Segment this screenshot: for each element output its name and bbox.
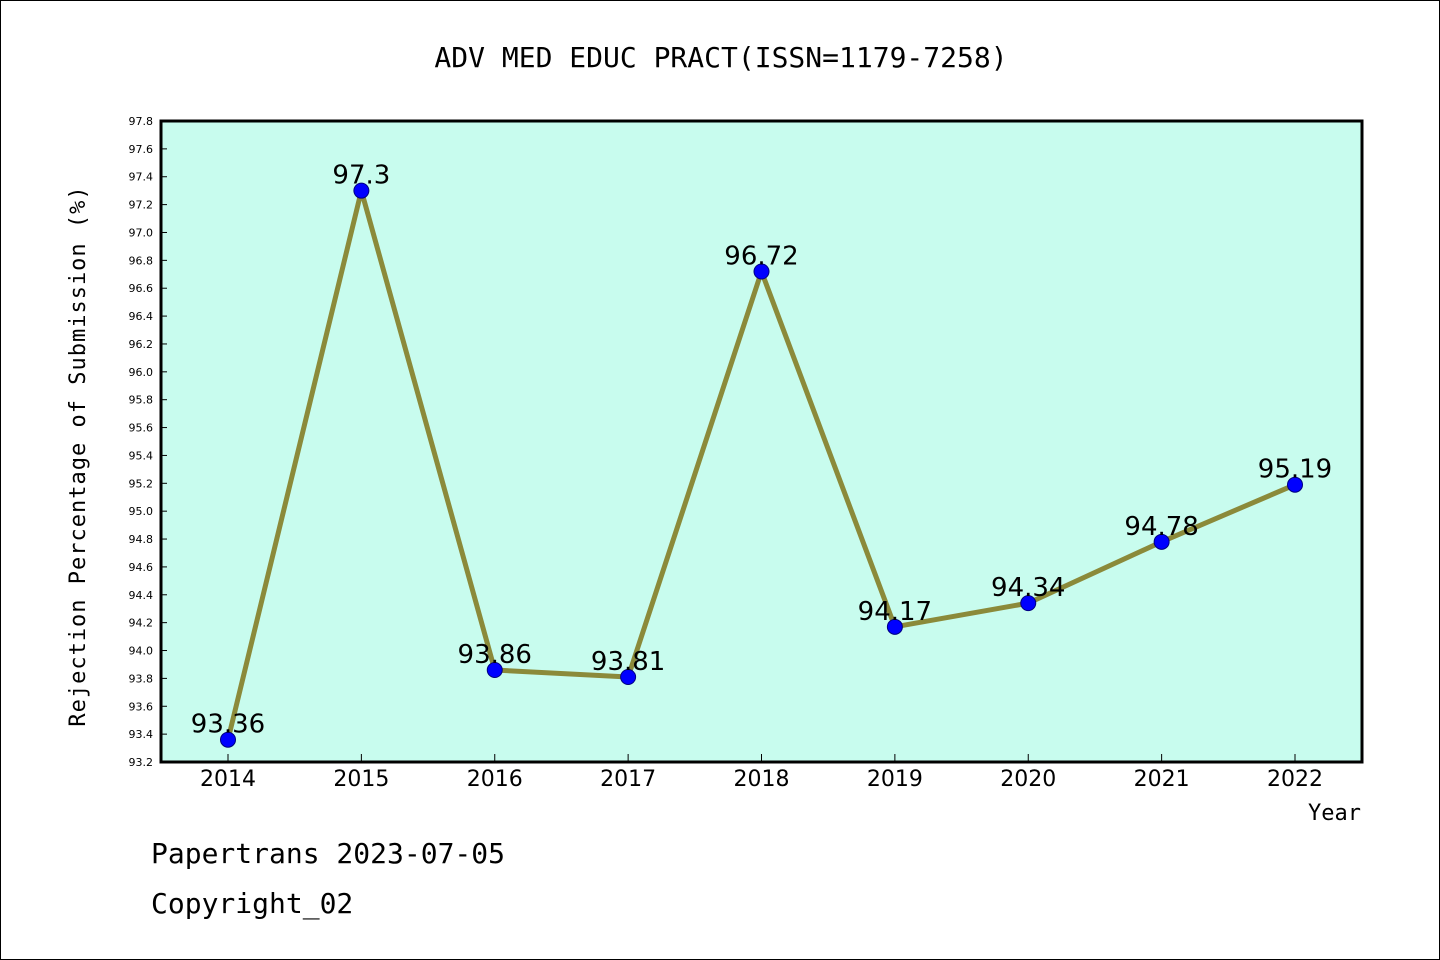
x-axis: 2014 2015 2016 2017 2018 2019 2020 2021 2022	[200, 754, 1323, 792]
y-axis-label: Rejection Percentage of Submission (%)	[66, 185, 91, 726]
data-label: 97.3	[332, 161, 390, 191]
y-tick-label: 95.2	[129, 477, 154, 490]
y-axis: 93.2 93.4 93.6 93.8 94.0 94.2 94.4 94.6 94.8 95.0…	[129, 115, 167, 769]
y-tick-label: 95.0	[129, 505, 154, 518]
data-point	[353, 182, 370, 199]
data-label: 93.36	[191, 710, 265, 740]
y-tick-label: 97.2	[129, 199, 154, 212]
data-label: 96.72	[724, 241, 798, 271]
x-tick-label: 2017	[600, 767, 656, 792]
y-tick-label: 96.2	[129, 338, 154, 351]
data-point	[886, 618, 903, 635]
y-tick-label: 97.6	[129, 143, 154, 156]
y-tick-label: 94.2	[129, 617, 154, 630]
y-tick-label: 97.4	[129, 171, 154, 184]
data-label: 94.17	[858, 597, 932, 627]
y-tick-label: 95.8	[129, 394, 154, 407]
y-tick-label: 97.8	[129, 115, 154, 128]
chart-title: ADV MED EDUC PRACT(ISSN=1179-7258)	[434, 41, 1007, 74]
data-label: 94.34	[991, 573, 1065, 603]
y-tick-label: 93.2	[129, 756, 154, 769]
y-tick-label: 94.8	[129, 533, 154, 546]
data-point	[1287, 476, 1303, 493]
footer-date: Papertrans 2023-07-05	[151, 837, 506, 870]
y-tick-label: 94.0	[129, 645, 154, 658]
y-tick-label: 97.0	[129, 226, 154, 239]
series	[220, 182, 1303, 748]
data-point	[753, 263, 770, 280]
data-point	[1020, 595, 1037, 612]
y-tick-label: 95.4	[129, 449, 154, 462]
x-tick-label: 2016	[467, 767, 523, 792]
data-label: 95.19	[1258, 455, 1332, 485]
x-tick-label: 2018	[734, 767, 790, 792]
data-point	[220, 731, 236, 748]
data-point	[1153, 533, 1170, 550]
data-label: 93.86	[458, 640, 532, 670]
x-tick-label: 2020	[1000, 767, 1056, 792]
y-tick-label: 93.6	[129, 700, 154, 713]
y-tick-label: 96.6	[129, 282, 154, 295]
x-tick-label: 2021	[1134, 767, 1190, 792]
y-tick-label: 94.6	[129, 561, 154, 574]
data-point	[486, 662, 503, 679]
y-tick-label: 95.6	[129, 422, 154, 435]
data-point	[620, 668, 637, 685]
y-tick-label: 93.4	[129, 728, 154, 741]
y-tick-label: 96.4	[129, 310, 154, 323]
x-tick-label: 2014	[200, 767, 256, 792]
x-tick-label: 2019	[867, 767, 923, 792]
y-tick-label: 94.4	[129, 589, 154, 602]
data-label: 93.81	[591, 647, 665, 677]
data-labels: 93.36 97.3 93.86 93.81 96.72 94.17 94.34 94.78 9…	[191, 161, 1332, 740]
plot-area	[159, 119, 1364, 764]
x-axis-label: Year	[1308, 801, 1361, 826]
x-tick-label: 2015	[333, 767, 389, 792]
footer-copyright: Copyright_02	[151, 887, 354, 920]
data-label: 94.78	[1124, 512, 1198, 542]
y-tick-label: 93.8	[129, 672, 154, 685]
y-tick-label: 96.8	[129, 254, 154, 267]
x-tick-label: 2022	[1267, 767, 1323, 792]
y-tick-label: 96.0	[129, 366, 154, 379]
